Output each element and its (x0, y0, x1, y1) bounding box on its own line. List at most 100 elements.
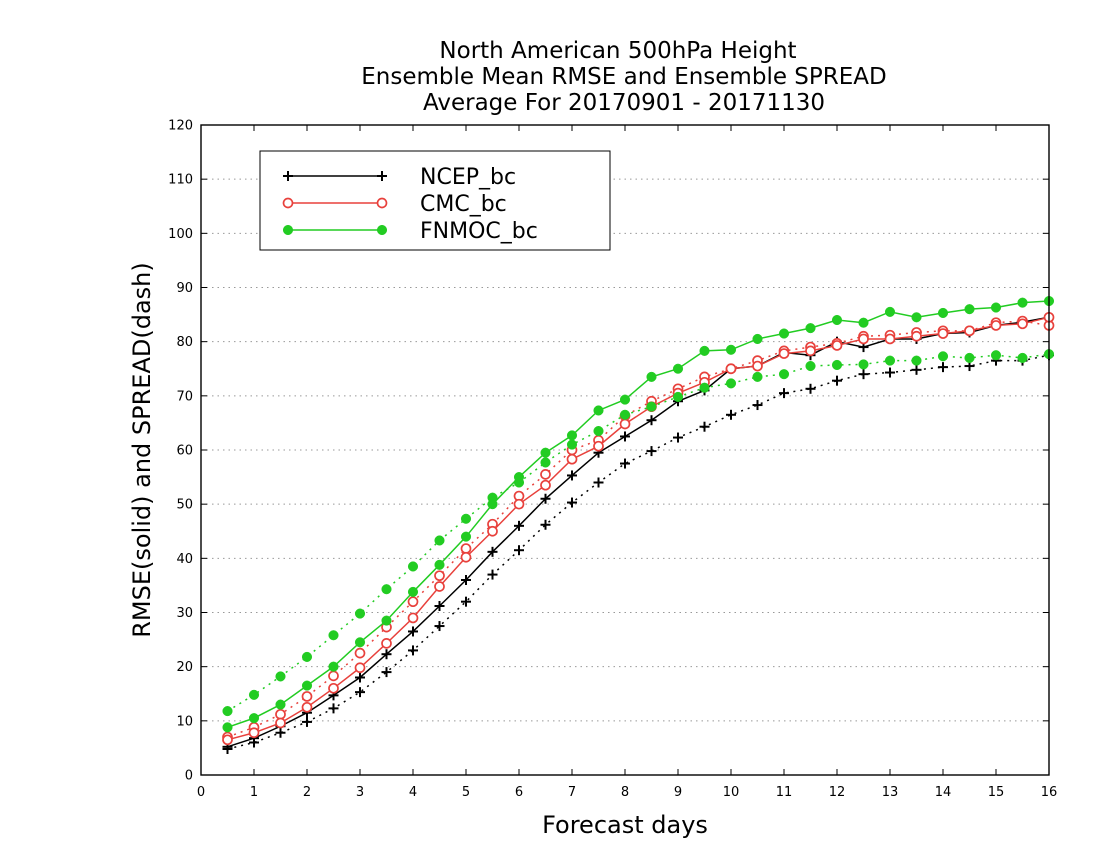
data-point-ncep-bc-spread (381, 667, 392, 678)
x-tick-label: 0 (197, 785, 205, 800)
x-tick-label: 9 (674, 785, 682, 800)
data-point-ncep-bc-spread (779, 388, 789, 399)
legend-marker-ncep-bc (377, 171, 387, 181)
x-tick-label: 8 (621, 785, 629, 800)
data-point-fnmoc-bc-rmse (328, 661, 339, 672)
data-point-fnmoc-bc-spread (699, 382, 710, 393)
series-line-ncep-bc-rmse (227, 316, 1050, 748)
legend-label-ncep-bc: NCEP_bc (420, 165, 516, 190)
data-point-cmc-bc-rmse (805, 345, 816, 357)
data-point-fnmoc-bc-rmse (540, 447, 551, 458)
y-tick-label: 110 (168, 173, 193, 188)
x-tick-label: 15 (988, 785, 1005, 800)
data-point-cmc-bc-rmse (381, 638, 392, 649)
data-point-fnmoc-bc-rmse (487, 499, 498, 510)
y-tick-label: 50 (176, 498, 193, 513)
data-point-ncep-bc-spread (620, 458, 630, 469)
data-point-fnmoc-bc-rmse (248, 713, 260, 724)
x-tick-label: 5 (462, 785, 470, 800)
data-point-cmc-bc-spread (354, 647, 366, 659)
data-point-cmc-bc-rmse (884, 333, 896, 345)
data-point-ncep-bc-spread (646, 446, 657, 457)
data-point-fnmoc-bc-rmse (1017, 297, 1028, 308)
chart-title: North American 500hPa Height Ensemble Me… (361, 38, 886, 116)
data-point-fnmoc-bc-spread (778, 369, 790, 380)
data-point-fnmoc-bc-rmse (805, 323, 816, 334)
y-tick-label: 10 (176, 714, 193, 729)
data-point-cmc-bc-rmse (328, 682, 339, 694)
legend-marker-cmc-bc (376, 197, 388, 209)
data-point-cmc-bc-rmse (990, 320, 1002, 331)
series-layer (222, 295, 1055, 754)
data-point-ncep-bc-spread (355, 687, 365, 698)
legend-box (259, 150, 611, 251)
data-point-ncep-bc-rmse (567, 470, 577, 481)
data-point-cmc-bc-rmse (275, 717, 286, 729)
data-point-fnmoc-bc-rmse (301, 680, 313, 691)
data-point-ncep-bc-spread (911, 364, 922, 375)
data-point-fnmoc-bc-rmse (646, 371, 657, 382)
y-tick-label: 70 (176, 389, 193, 404)
data-point-cmc-bc-spread (460, 543, 472, 554)
y-tick-label: 80 (176, 335, 193, 350)
data-point-fnmoc-bc-spread (752, 371, 763, 382)
data-point-ncep-bc-spread (302, 716, 312, 727)
data-point-cmc-bc-rmse (566, 453, 578, 465)
data-point-ncep-bc-rmse (434, 601, 445, 611)
data-point-ncep-bc-rmse (620, 431, 630, 442)
data-point-fnmoc-bc-rmse (434, 559, 445, 570)
chart-title-line-2: Ensemble Mean RMSE and Ensemble SPREAD (361, 64, 886, 90)
x-tick-label: 13 (882, 785, 899, 800)
x-tick-label: 1 (250, 785, 258, 800)
data-point-fnmoc-bc-spread (593, 425, 604, 437)
data-point-fnmoc-bc-spread (275, 671, 286, 682)
data-point-fnmoc-bc-rmse (513, 472, 525, 483)
legend-marker-fnmoc-bc (376, 224, 388, 236)
data-point-cmc-bc-rmse (964, 325, 975, 337)
data-point-cmc-bc-rmse (911, 330, 922, 342)
data-point-ncep-bc-spread (328, 703, 339, 714)
data-point-cmc-bc-rmse (354, 662, 366, 674)
x-tick-label: 4 (409, 785, 417, 800)
x-tick-label: 3 (356, 785, 364, 800)
data-point-cmc-bc-rmse (752, 360, 763, 372)
data-point-fnmoc-bc-rmse (964, 304, 975, 315)
data-point-ncep-bc-spread (408, 645, 418, 656)
y-tick-label: 100 (168, 227, 193, 242)
x-tick-label: 2 (303, 785, 311, 800)
data-point-fnmoc-bc-spread (381, 584, 392, 595)
data-point-fnmoc-bc-rmse (699, 345, 710, 356)
data-point-fnmoc-bc-spread (301, 651, 313, 662)
data-point-fnmoc-bc-spread (328, 630, 339, 641)
data-point-ncep-bc-spread (487, 569, 498, 580)
data-point-fnmoc-bc-rmse (407, 586, 419, 597)
data-point-fnmoc-bc-spread (964, 352, 975, 363)
data-point-cmc-bc-spread (328, 670, 339, 682)
data-point-cmc-bc-rmse (407, 612, 419, 624)
y-tick-label: 120 (168, 119, 193, 134)
data-point-ncep-bc-spread (832, 375, 842, 386)
data-point-fnmoc-bc-spread (805, 360, 816, 372)
legend-marker-cmc-bc (282, 197, 294, 209)
data-point-cmc-bc-rmse (778, 348, 790, 359)
data-point-ncep-bc-spread (593, 477, 604, 488)
data-point-ncep-bc-spread (805, 383, 816, 394)
data-point-fnmoc-bc-rmse (884, 306, 896, 317)
data-point-fnmoc-bc-rmse (858, 317, 869, 328)
data-point-fnmoc-bc-rmse (725, 344, 737, 355)
data-point-ncep-bc-spread (540, 519, 551, 530)
x-tick-label: 7 (568, 785, 576, 800)
x-tick-label: 11 (776, 785, 793, 800)
data-point-cmc-bc-rmse (460, 551, 472, 563)
data-point-ncep-bc-spread (673, 432, 683, 443)
data-point-ncep-bc-spread (885, 367, 895, 378)
x-tick-label: 16 (1041, 785, 1058, 800)
data-point-ncep-bc-rmse (514, 520, 524, 531)
data-point-ncep-bc-rmse (461, 575, 471, 585)
data-point-fnmoc-bc-rmse (222, 722, 233, 733)
series-line-cmc-bc-rmse (227, 316, 1050, 741)
data-point-fnmoc-bc-spread (222, 706, 233, 717)
